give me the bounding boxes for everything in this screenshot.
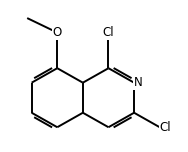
- Text: O: O: [53, 26, 62, 39]
- Text: Cl: Cl: [103, 26, 114, 39]
- Text: N: N: [134, 76, 143, 89]
- Text: Cl: Cl: [160, 121, 171, 134]
